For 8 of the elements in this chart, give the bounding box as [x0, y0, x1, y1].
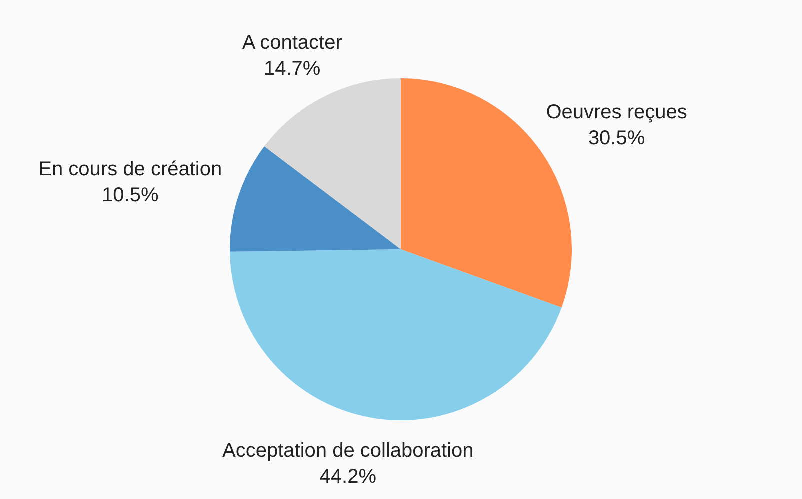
slice-label: Oeuvres reçues — [546, 101, 688, 124]
slice-label: Acceptation de collaboration — [222, 440, 474, 462]
slice-label: En cours de création — [38, 158, 222, 181]
data-label: 10.5% — [102, 184, 159, 207]
data-label: 44.2% — [320, 466, 377, 488]
slice-label: A contacter — [242, 32, 343, 54]
data-label: 14.7% — [264, 58, 321, 80]
data-label: 30.5% — [588, 127, 646, 150]
